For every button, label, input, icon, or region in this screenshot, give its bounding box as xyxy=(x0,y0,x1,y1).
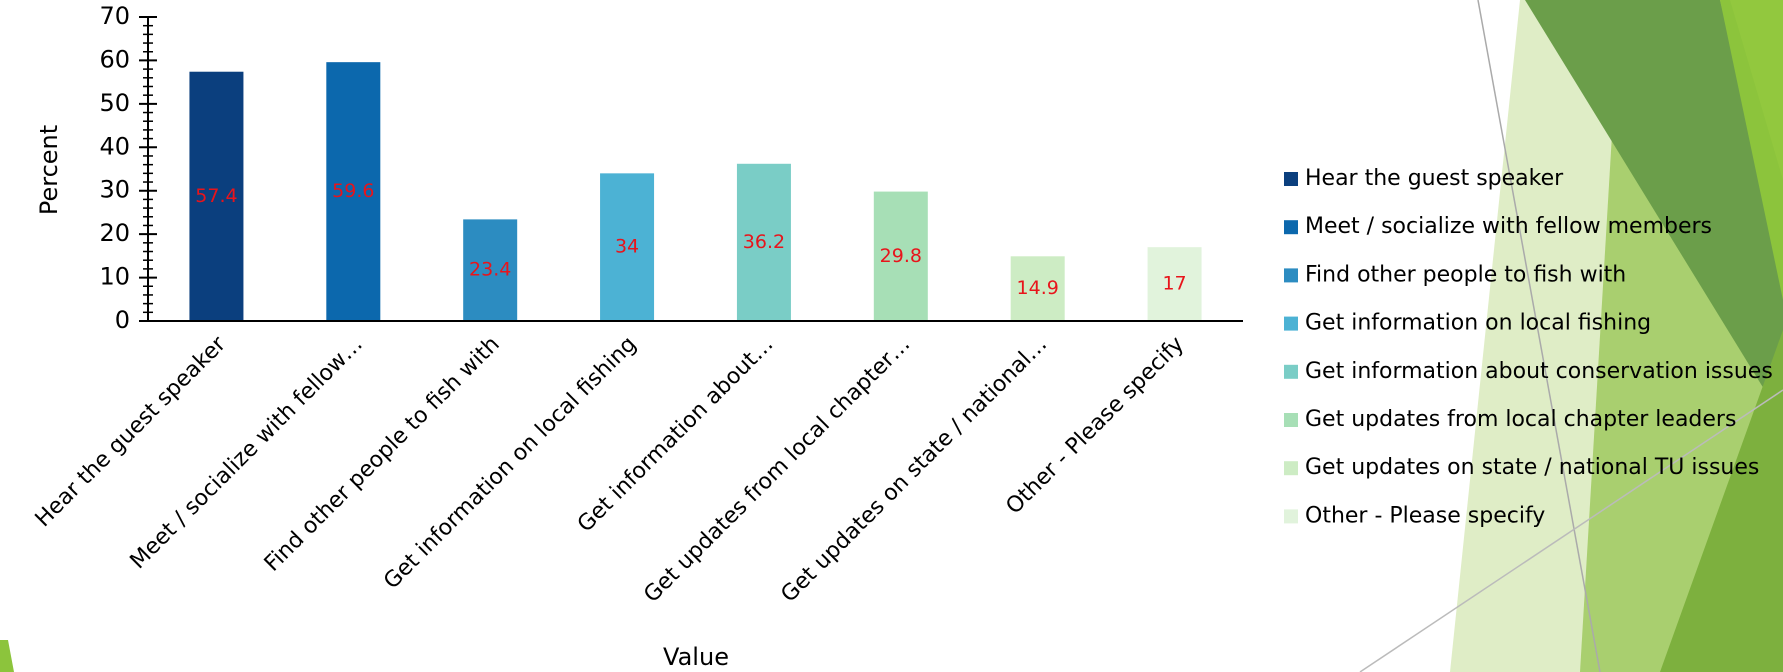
y-axis-label: Percent xyxy=(35,125,63,215)
legend-label: Hear the guest speaker xyxy=(1305,166,1564,191)
legend-label: Get updates on state / national TU issue… xyxy=(1305,455,1759,480)
bar xyxy=(1010,256,1065,321)
legend-swatch xyxy=(1284,220,1298,235)
bar xyxy=(463,219,518,321)
bar xyxy=(1147,247,1202,321)
legend-label: Get information about conservation issue… xyxy=(1305,359,1773,384)
bar xyxy=(189,71,244,321)
legend-label: Other - Please specify xyxy=(1305,503,1545,528)
bar xyxy=(736,163,791,321)
legend-label: Get information on local fishing xyxy=(1305,311,1651,336)
value-label: 36.2 xyxy=(743,231,785,253)
y-tick-label: 20 xyxy=(99,219,130,247)
x-axis-label: Value xyxy=(663,643,729,671)
legend-swatch xyxy=(1284,413,1298,427)
legend-swatch xyxy=(1284,364,1298,379)
y-tick-label: 50 xyxy=(99,89,130,117)
legend-swatch xyxy=(1284,268,1298,283)
y-tick-label: 0 xyxy=(115,306,130,334)
legend-swatch xyxy=(1284,172,1298,186)
bar xyxy=(600,173,655,321)
x-tick-label: Get updates on state / national… xyxy=(777,332,1053,608)
y-tick-label: 40 xyxy=(99,132,130,160)
legend-swatch xyxy=(1284,509,1298,524)
y-tick-label: 70 xyxy=(99,2,130,30)
y-tick-label: 60 xyxy=(99,45,130,73)
legend-label: Get updates from local chapter leaders xyxy=(1305,407,1736,432)
value-label: 59.6 xyxy=(332,180,374,202)
x-tick-label: Find other people to fish with xyxy=(260,332,505,577)
value-label: 23.4 xyxy=(469,259,511,281)
value-label: 17 xyxy=(1162,273,1186,295)
x-tick-label: Get information on local fishing xyxy=(379,332,641,594)
value-label: 29.8 xyxy=(880,245,922,267)
bar xyxy=(326,62,381,322)
y-tick-label: 30 xyxy=(99,176,130,204)
value-label: 34 xyxy=(615,236,639,258)
y-tick-label: 10 xyxy=(99,263,130,291)
value-label: 14.9 xyxy=(1017,277,1059,299)
legend-swatch xyxy=(1284,316,1298,331)
legend-swatch xyxy=(1284,461,1298,476)
legend-label: Meet / socialize with fellow members xyxy=(1305,214,1712,239)
value-label: 57.4 xyxy=(195,185,237,207)
legend-label: Find other people to fish with xyxy=(1305,262,1626,287)
bar xyxy=(873,191,928,321)
x-tick-label: Get updates from local chapter… xyxy=(639,332,915,608)
x-tick-label: Meet / socialize with fellow… xyxy=(126,332,368,574)
